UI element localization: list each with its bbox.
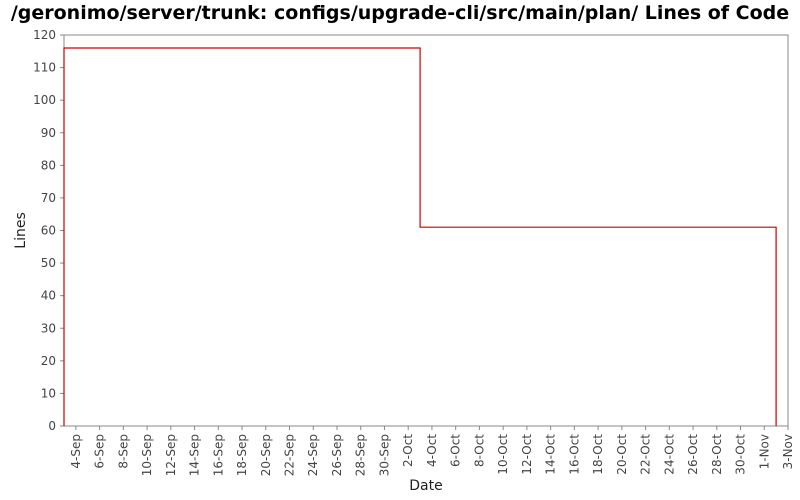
y-tick-label: 20	[41, 354, 56, 368]
x-tick-label: 26-Sep	[330, 434, 344, 476]
x-tick-label: 20-Sep	[259, 434, 273, 476]
x-tick-label: 18-Oct	[591, 434, 605, 475]
series-line	[63, 47, 777, 426]
y-tick-label: 80	[41, 158, 56, 172]
series-layer	[63, 47, 777, 426]
x-tick-label: 6-Oct	[449, 434, 463, 467]
x-tick-label: 30-Oct	[734, 434, 748, 475]
x-tick-label: 14-Sep	[188, 434, 202, 476]
x-tick-label: 24-Oct	[662, 434, 676, 475]
x-tick-label: 12-Oct	[520, 434, 534, 475]
plot-area	[63, 34, 789, 427]
y-tick-label: 60	[41, 224, 56, 238]
x-tick-label: 6-Sep	[93, 434, 107, 469]
x-tick-label: 2-Oct	[401, 434, 415, 467]
y-tick-label: 70	[41, 191, 56, 205]
y-tick-label: 120	[33, 28, 56, 42]
x-axis: 4-Sep 6-Sep 8-Sep 10-Sep 12-Sep 14-Sep 16-Sep 1…	[69, 426, 795, 476]
y-tick-label: 10	[41, 386, 56, 400]
y-tick-label: 50	[41, 256, 56, 270]
x-tick-label: 24-Sep	[306, 434, 320, 476]
y-axis-title: Lines	[13, 212, 29, 248]
x-tick-label: 26-Oct	[686, 434, 700, 475]
x-tick-label: 4-Sep	[69, 434, 83, 469]
x-tick-label: 10-Oct	[496, 434, 510, 475]
x-tick-label: 8-Sep	[116, 434, 130, 469]
y-axis: 0 10 20 30 40 50 60 70 80 90 100 110 120	[33, 28, 64, 433]
y-tick-label: 90	[41, 126, 56, 140]
x-tick-label: 22-Oct	[639, 434, 653, 475]
x-tick-label: 14-Oct	[544, 434, 558, 475]
x-tick-label: 16-Oct	[567, 434, 581, 475]
y-tick-label: 40	[41, 289, 56, 303]
x-tick-label: 22-Sep	[283, 434, 297, 476]
x-tick-label: 4-Oct	[425, 434, 439, 467]
x-tick-label: 8-Oct	[472, 434, 486, 467]
y-tick-label: 30	[41, 321, 56, 335]
x-tick-label: 1-Nov	[757, 434, 771, 469]
x-tick-label: 12-Sep	[164, 434, 178, 476]
y-tick-label: 0	[48, 419, 56, 433]
x-tick-label: 3-Nov	[781, 434, 795, 469]
x-tick-label: 28-Oct	[710, 434, 724, 475]
x-axis-title: Date	[409, 478, 442, 494]
y-tick-label: 100	[33, 93, 56, 107]
x-tick-label: 16-Sep	[211, 434, 225, 476]
x-tick-label: 10-Sep	[140, 434, 154, 476]
y-tick-label: 110	[33, 61, 56, 75]
x-tick-label: 20-Oct	[615, 434, 629, 475]
x-tick-label: 30-Sep	[377, 434, 391, 476]
chart-title: /geronimo/server/trunk: configs/upgrade-…	[10, 2, 790, 24]
x-tick-label: 28-Sep	[354, 434, 368, 476]
x-tick-label: 18-Sep	[235, 434, 249, 476]
